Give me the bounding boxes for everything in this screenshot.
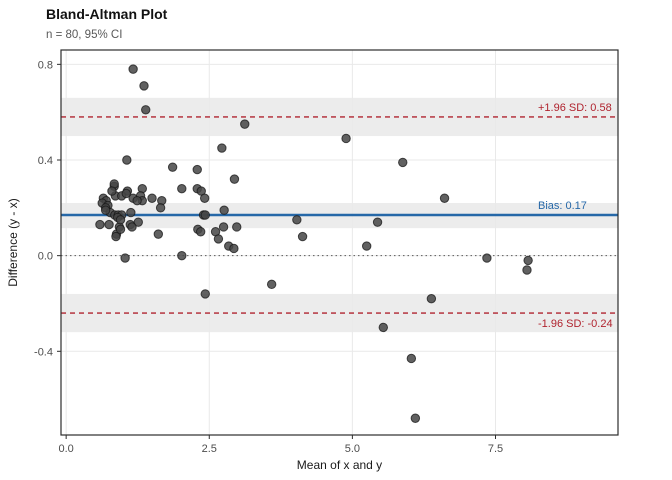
data-point [217,143,227,153]
data-point [121,188,131,199]
data-point [115,224,126,235]
data-point [219,205,229,215]
x-tick-label: 7.5 [488,443,503,455]
plot-subtitle: n = 80, 95% CI [46,29,123,41]
data-point [95,219,105,230]
data-point [522,265,532,275]
data-point [232,222,242,232]
data-point [139,81,149,91]
data-point [398,157,408,168]
data-point [439,193,450,203]
data-point [482,253,492,263]
y-axis-title: Difference (y - x) [6,198,20,286]
data-point [153,229,164,239]
data-point [128,64,138,74]
data-point [132,195,142,206]
y-tick-label: 0.0 [38,251,53,263]
data-point [410,413,421,423]
data-point [213,234,224,244]
plot-title: Bland-Altman Plot [46,6,168,22]
data-point [141,105,151,115]
data-point [292,215,302,225]
data-point [200,289,210,299]
data-point [240,119,250,129]
data-point [218,222,229,232]
x-tick-label: 5.0 [345,443,360,455]
data-point [192,164,202,175]
data-point [126,207,136,218]
x-axis-title: Mean of x and y [297,458,382,472]
data-point [104,219,114,230]
data-point [297,231,308,242]
data-point [100,205,111,215]
data-point [133,217,143,227]
panel-border [60,49,619,436]
data-point [120,253,130,263]
data-point [111,231,121,242]
y-tick-label: 0.8 [38,59,53,71]
y-tick-label: -0.4 [34,346,53,358]
data-point [155,203,166,213]
data-point [426,293,437,304]
data-point [199,193,210,203]
data-point [378,322,388,333]
data-point [523,255,533,266]
data-point [177,250,187,261]
data-point [200,210,210,220]
data-point [266,279,277,290]
x-tick-label: 2.5 [202,443,217,455]
data-point [229,243,239,254]
data-point [229,174,240,184]
data-point [107,186,117,196]
data-point [167,162,178,172]
data-point [115,215,126,225]
data-point [372,217,383,227]
data-point [361,241,372,251]
data-point [147,193,157,203]
x-tick-label: 0.0 [59,443,74,455]
data-point [177,183,187,194]
data-point [195,227,206,237]
data-point [341,133,351,144]
bias-label: Bias: 0.17 [538,200,587,212]
lower-loa-label: -1.96 SD: -0.24 [538,318,613,330]
upper-loa-label: +1.96 SD: 0.58 [538,102,612,114]
data-point [127,222,137,232]
data-point [122,155,132,165]
y-tick-label: 0.4 [38,155,53,167]
data-point [406,353,417,364]
